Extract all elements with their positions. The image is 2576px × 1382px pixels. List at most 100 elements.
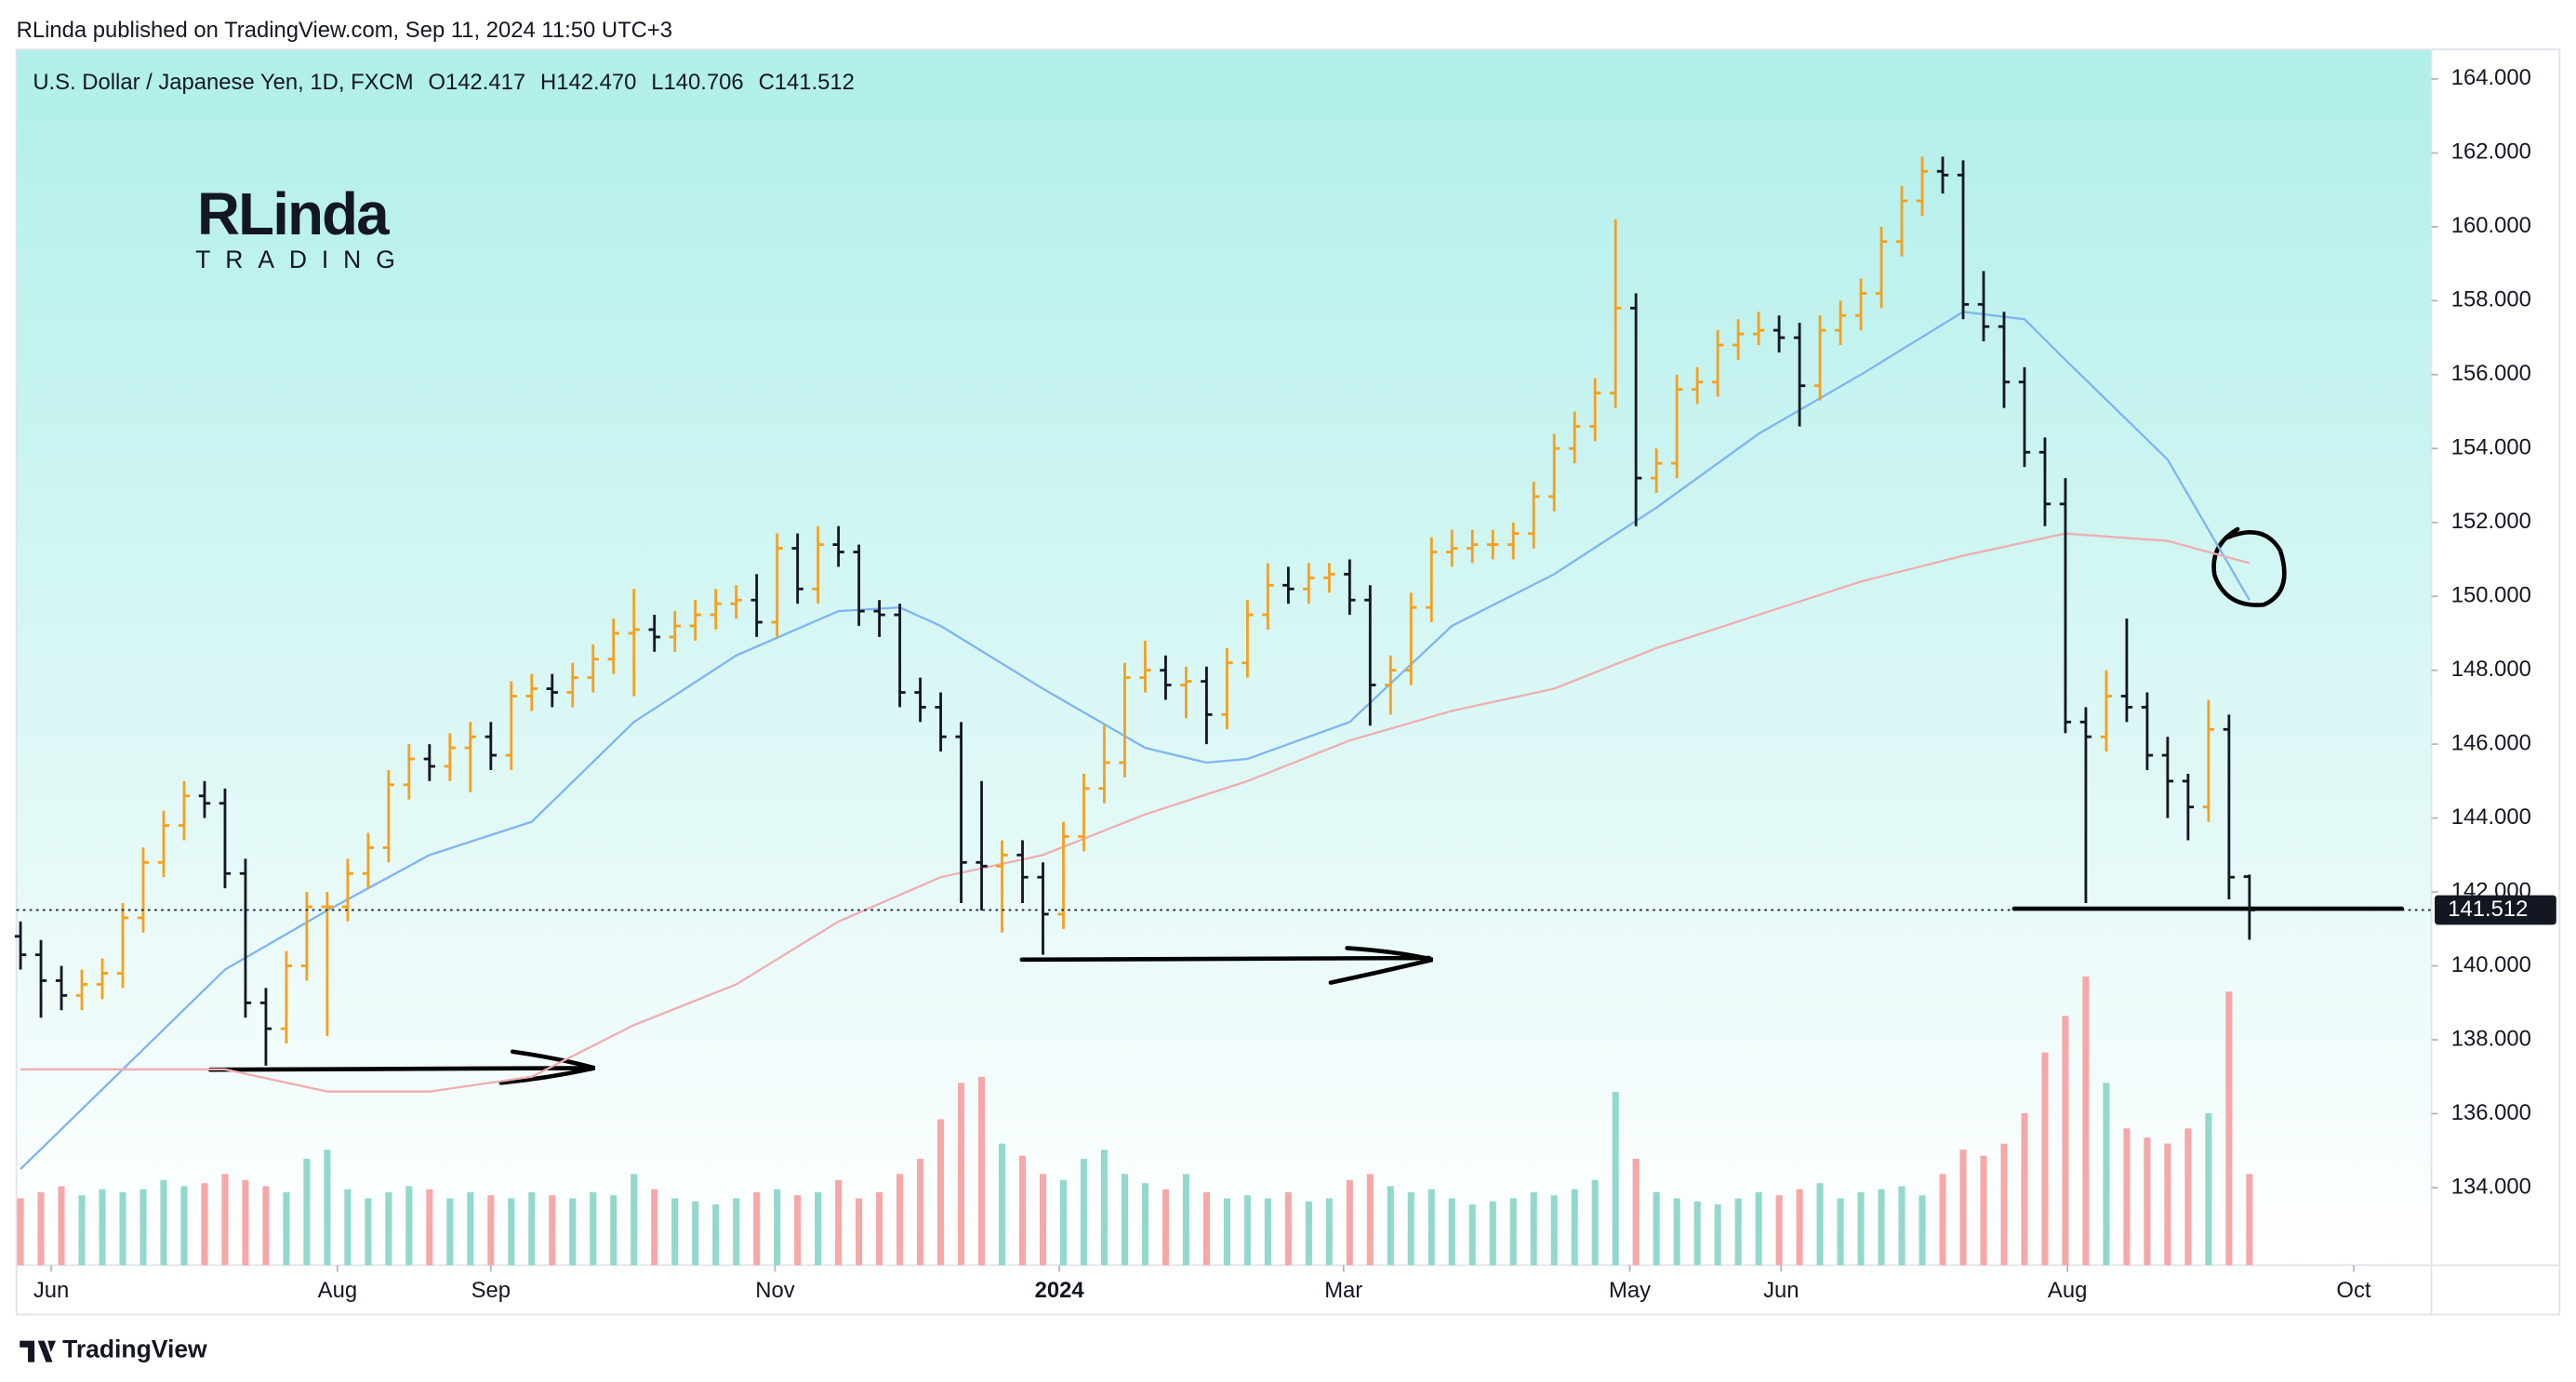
price-bar (832, 525, 844, 567)
volume-bar (1223, 1198, 1230, 1266)
price-bar (587, 644, 599, 693)
volume-bar (998, 1143, 1006, 1266)
y-tick-label: 146.000 (2451, 730, 2531, 755)
volume-bar (1080, 1159, 1088, 1266)
y-tick-label: 150.000 (2451, 583, 2531, 608)
price-bar (198, 780, 211, 818)
price-bar (955, 722, 967, 904)
volume-bar (119, 1191, 126, 1266)
y-tick-label: 164.000 (2451, 65, 2531, 90)
price-bar (219, 788, 232, 889)
volume-bar (876, 1191, 883, 1266)
y-tick-label: 140.000 (2451, 952, 2531, 977)
volume-bar (1878, 1189, 1885, 1266)
price-bar (1037, 862, 1049, 955)
price-bar (1446, 529, 1458, 567)
price-bar (464, 722, 476, 792)
price-bar (1691, 366, 1704, 405)
price-bar (1078, 773, 1090, 852)
price-bar (1016, 840, 1029, 904)
y-tick-label: 156.000 (2451, 361, 2531, 386)
price-bar (1201, 666, 1213, 745)
volume-bar (180, 1186, 188, 1266)
volume-bar (815, 1191, 822, 1266)
y-tick-label: 138.000 (2451, 1026, 2531, 1051)
price-bar (280, 950, 293, 1044)
price-bar (505, 681, 517, 770)
volume-bar (365, 1198, 372, 1266)
price-bar (1507, 522, 1520, 560)
price-bar (1344, 559, 1356, 616)
volume-bar (1632, 1159, 1640, 1266)
volume-bar (712, 1204, 720, 1266)
y-tick-label: 144.000 (2451, 804, 2531, 830)
volume-bar (651, 1189, 658, 1266)
y-tick-label: 148.000 (2451, 657, 2531, 682)
price-bar (96, 958, 109, 1000)
price-bar (1670, 374, 1683, 479)
price-bar (791, 533, 803, 605)
price-bar (2038, 437, 2052, 526)
volume-bar (99, 1189, 106, 1266)
volume-bar (631, 1174, 638, 1266)
y-tick-label: 162.000 (2451, 140, 2531, 165)
volume-bar (1939, 1174, 1946, 1266)
price-bar (1977, 271, 1990, 342)
price-bar (976, 780, 988, 910)
price-bar (812, 525, 824, 605)
volume-bar (201, 1183, 208, 1266)
price-bar (566, 662, 578, 708)
volume-bar (139, 1189, 147, 1266)
price-bar (2223, 714, 2236, 900)
price-bar (1732, 319, 1745, 360)
volume-bar (262, 1186, 270, 1266)
frame (15, 48, 2561, 1316)
price-bar (444, 733, 457, 781)
price-bar (525, 673, 538, 711)
volume-bar (324, 1149, 331, 1266)
volume-bar (2062, 1016, 2069, 1266)
volume-bar (446, 1198, 454, 1266)
price-bar (730, 585, 742, 619)
price-bar (137, 847, 150, 933)
volume-bar (937, 1119, 945, 1266)
price-bar (1610, 219, 1622, 408)
price-bar (1548, 433, 1560, 512)
volume-bar (1980, 1155, 1987, 1266)
volume-bar (1653, 1191, 1660, 1266)
x-tick-label: Nov (755, 1278, 794, 1303)
volume-bar (242, 1179, 249, 1266)
price-bar (14, 921, 27, 970)
volume-bar (692, 1201, 699, 1266)
x-tick-label: Jun (1763, 1278, 1799, 1303)
volume-bar (978, 1076, 986, 1266)
price-bar (362, 832, 375, 889)
price-bar (34, 939, 47, 1018)
volume-bar (303, 1159, 311, 1266)
volume-bar (1039, 1174, 1047, 1266)
volume-bar (671, 1198, 679, 1266)
symbol: U.S. Dollar / Japanese Yen, 1D, FXCM (33, 71, 413, 96)
y-tick-label: 152.000 (2451, 509, 2531, 534)
price-bar (1998, 312, 2011, 408)
x-tick-label: Oct (2336, 1278, 2370, 1303)
price-bar (2018, 366, 2031, 468)
attribution: RLinda published on TradingView.com, Sep… (17, 18, 672, 43)
volume-bar (1468, 1204, 1476, 1266)
volume-bar (1448, 1198, 1455, 1266)
price-bar (1629, 293, 1642, 526)
price-bar (157, 810, 170, 878)
annotations (207, 526, 2405, 1085)
volume-bar (58, 1186, 65, 1266)
volume-bar (1407, 1191, 1414, 1266)
price-bar (1282, 566, 1295, 605)
legend-high: H142.470 (540, 71, 636, 96)
volume-bar (1346, 1179, 1353, 1266)
volume-bar (2041, 1052, 2049, 1266)
price-bar (116, 903, 129, 989)
price-bar (935, 692, 947, 752)
volume-bar (1550, 1195, 1558, 1266)
volume-bar (569, 1198, 577, 1266)
y-tick-label: 136.000 (2451, 1100, 2531, 1125)
